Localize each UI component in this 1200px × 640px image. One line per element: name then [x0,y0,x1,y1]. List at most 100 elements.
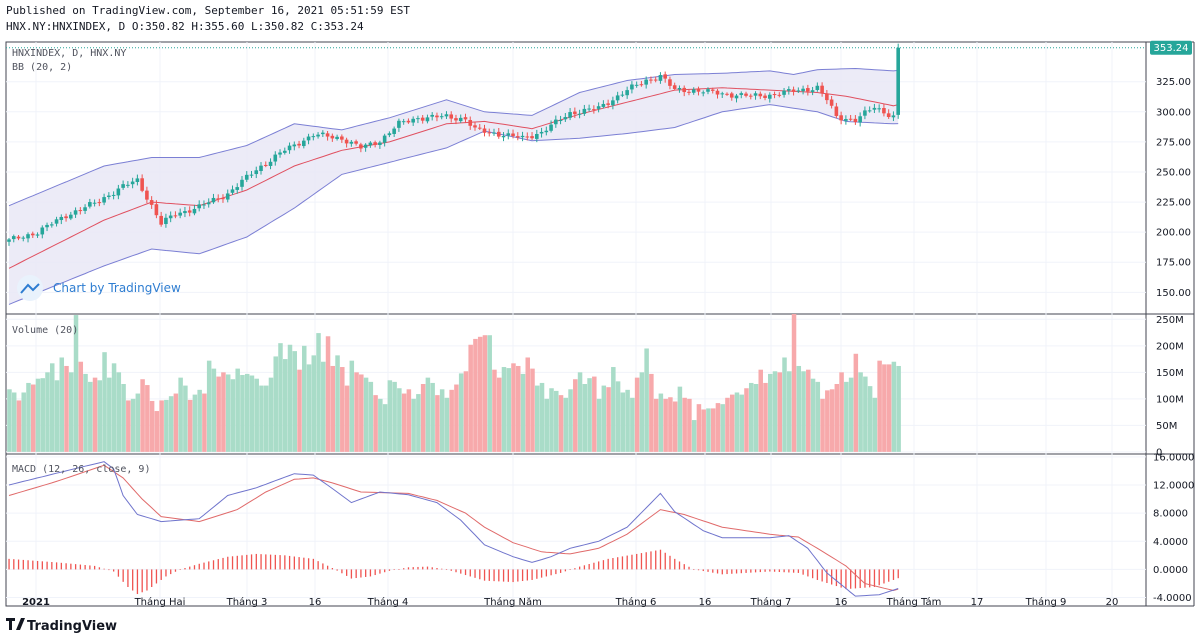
candle-body [844,119,848,121]
candle-body [145,190,149,200]
candle-body [7,239,11,242]
histogram-bar [735,569,738,574]
candle-body [487,132,492,134]
candle-body [335,136,339,139]
histogram-bar [103,568,105,570]
tradingview-watermark[interactable]: Chart by TradingView [17,275,181,301]
volume-bar [744,388,749,452]
candle [468,116,473,130]
candle-body [306,136,311,141]
histogram-bar [341,569,343,574]
histogram-bar [165,569,167,577]
volume-bar [858,372,863,452]
candle-body [59,216,64,221]
volume-legend[interactable]: Volume (20) [12,325,78,336]
candle-body [344,139,349,144]
volume-bar [206,360,212,452]
candle [787,86,791,95]
candlesticks [7,43,900,246]
candle [244,171,249,183]
candle-body [863,110,867,116]
histogram-bar [788,569,790,573]
volume-bar [235,368,240,452]
candle-body [592,109,596,111]
histogram-bar [712,569,714,573]
volume-bar [40,378,45,452]
candle [601,100,606,109]
histogram-bar [769,569,771,572]
candle [748,93,753,100]
candle [611,96,615,110]
bb-legend[interactable]: BB (20, 2) [12,62,72,73]
histogram-bar [460,569,462,574]
histogram-bar [674,558,676,570]
volume-bar [240,374,245,452]
candle [891,111,896,122]
candle-body [249,174,254,176]
histogram-bar [412,567,414,570]
volume-bar [49,363,55,452]
volume-bar [549,388,554,452]
price-tick-label: 225.00 [1156,198,1191,209]
symbol-legend[interactable]: HNXINDEX, D, HNX.NY [12,48,126,59]
candle-body [387,133,392,136]
histogram-bar [807,569,809,577]
candle [520,131,525,142]
candle [772,91,777,99]
candle [416,115,420,124]
candle-body [691,89,696,93]
macd-tick-label: 12.0000 [1153,480,1194,491]
histogram-bar [222,557,224,570]
volume-bar [382,404,388,452]
candle [644,76,648,89]
candle [235,183,240,194]
histogram-bar [312,558,315,570]
candle [477,124,482,131]
histogram-bar [431,567,433,570]
histogram-bar [293,556,295,570]
candle-body [682,87,687,93]
candle [706,87,710,95]
candle [49,221,54,228]
candle-body [92,202,97,204]
histogram-bar [802,569,804,575]
candle [40,225,45,239]
volume-bar [111,363,117,452]
footer-brand[interactable]: TradingView [6,618,117,634]
histogram-bar [60,562,63,570]
volume-bar [468,344,473,452]
histogram-bar [279,555,281,570]
histogram-bar [474,569,476,578]
candle-body [687,91,691,93]
histogram-bar [811,569,814,579]
volume-bar [392,381,397,452]
candle-body [121,184,125,188]
candle-body [511,133,515,137]
histogram-bar [255,553,257,570]
candle-body [321,132,325,135]
volume-bar [458,373,464,452]
histogram-bar [41,561,43,570]
histogram-bar [70,563,72,570]
price-tick-label: 250.00 [1156,167,1191,178]
volume-bar [88,381,93,452]
volume-bar [748,382,754,452]
time-axis: 2021 Tháng Hai Tháng 3 16 Tháng 4 Tháng Năm Th… [22,596,1118,608]
candle-body [634,84,639,86]
candle-body [11,236,16,240]
candle-body [349,141,354,144]
histogram-bar [683,564,685,570]
macd-tick-label: 4.0000 [1153,537,1188,548]
macd-legend[interactable]: MACD (12, 26, close, 9) [12,464,150,475]
candle [587,104,591,112]
candle-body [302,140,306,147]
histogram-bar [778,569,781,572]
candle [763,93,767,101]
histogram-bar [317,561,319,570]
candle [145,186,149,204]
histogram-bar [189,566,191,570]
volume-bar [535,385,540,452]
volume-bar [140,379,145,452]
volume-bar [568,389,573,452]
